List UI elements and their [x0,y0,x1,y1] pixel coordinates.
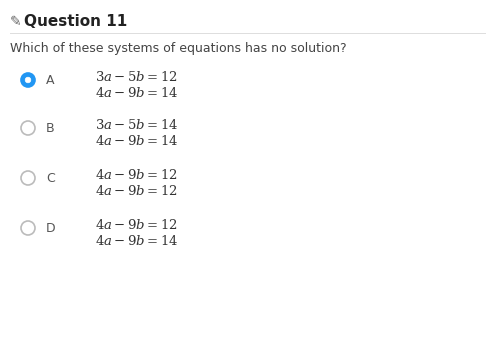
Circle shape [21,121,35,135]
Circle shape [25,77,31,83]
Text: Question 11: Question 11 [24,14,127,29]
Text: $4a - 9b = 14$: $4a - 9b = 14$ [95,234,179,248]
Text: $3a - 5b = 12$: $3a - 5b = 12$ [95,70,178,84]
Text: ✎: ✎ [10,15,22,29]
Text: C: C [46,171,55,184]
Text: Which of these systems of equations has no solution?: Which of these systems of equations has … [10,42,346,55]
Text: $4a - 9b = 12$: $4a - 9b = 12$ [95,168,178,182]
Text: $4a - 9b = 14$: $4a - 9b = 14$ [95,86,179,100]
Text: D: D [46,221,55,234]
Circle shape [21,171,35,185]
Text: $3a - 5b = 14$: $3a - 5b = 14$ [95,118,179,132]
Text: $4a - 9b = 12$: $4a - 9b = 12$ [95,218,178,232]
Circle shape [21,73,35,87]
Text: $4a - 9b = 14$: $4a - 9b = 14$ [95,134,179,148]
Text: $4a - 9b = 12$: $4a - 9b = 12$ [95,184,178,198]
Text: A: A [46,73,54,86]
Text: B: B [46,122,54,135]
Circle shape [21,221,35,235]
